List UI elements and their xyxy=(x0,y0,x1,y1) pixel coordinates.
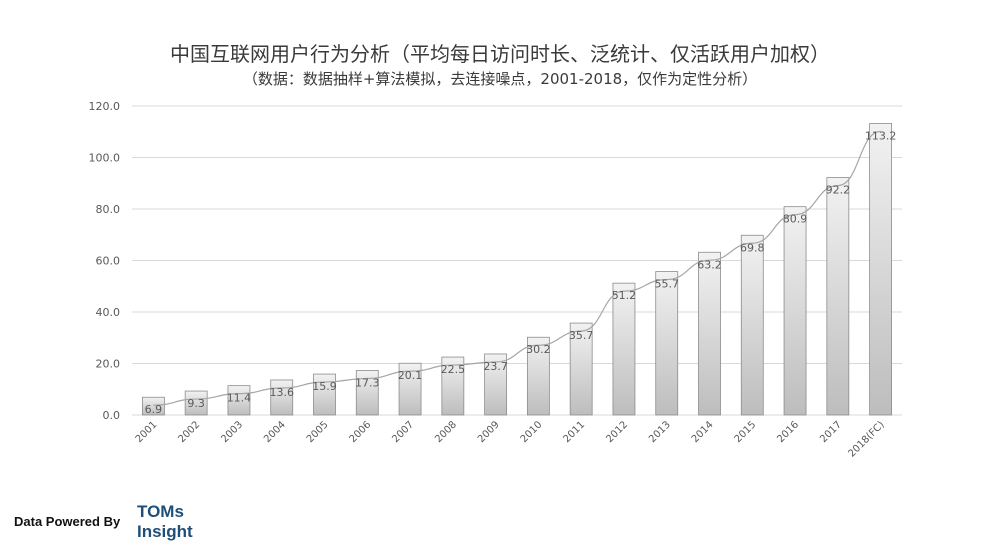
x-tick-label: 2014 xyxy=(690,419,716,445)
x-tick-label: 2006 xyxy=(348,419,374,445)
data-label: 63.2 xyxy=(697,258,722,271)
data-label: 113.2 xyxy=(865,130,897,143)
bar-2017 xyxy=(826,177,850,416)
data-labels: 6.9 9.3 11.4 13.6 15.9 17.3 20.1 22.5 23.7 30.2 35… xyxy=(145,130,897,417)
data-label: 30.2 xyxy=(526,343,551,356)
bar-2009 xyxy=(484,353,508,416)
bar-2002 xyxy=(184,390,208,416)
bar-2012 xyxy=(612,282,636,416)
x-axis-ticks: 2001 2002 2003 2004 2005 2006 2007 2008 2009 2010… xyxy=(134,419,887,459)
data-label: 6.9 xyxy=(145,403,163,416)
bar-2011 xyxy=(569,322,593,416)
data-label: 51.2 xyxy=(612,289,637,302)
data-label: 17.3 xyxy=(355,376,380,389)
y-tick-label: 120.0 xyxy=(89,100,121,113)
data-label: 20.1 xyxy=(398,369,423,382)
trend-line xyxy=(153,130,881,406)
x-tick-label: 2003 xyxy=(219,419,245,445)
chart-title: 中国互联网用户行为分析（平均每日访问时长、泛统计、仅活跃用户加权） xyxy=(170,42,830,66)
y-tick-label: 40.0 xyxy=(96,306,121,319)
y-tick-label: 100.0 xyxy=(89,152,121,165)
grid-lines xyxy=(132,105,902,416)
bar-chart: 0.0 20.0 40.0 60.0 80.0 100.0 120.0 6.9 9.3 11.4… xyxy=(89,100,902,460)
x-tick-label: 2016 xyxy=(775,419,801,445)
bars xyxy=(141,123,893,416)
bar-2014 xyxy=(698,251,721,416)
x-tick-label: 2007 xyxy=(390,419,416,445)
x-tick-label: 2005 xyxy=(305,419,331,445)
data-label: 80.9 xyxy=(783,213,808,226)
data-label: 69.8 xyxy=(740,241,765,254)
y-axis-ticks: 0.0 20.0 40.0 60.0 80.0 100.0 120.0 xyxy=(89,100,121,422)
data-label: 15.9 xyxy=(312,380,337,393)
data-label: 13.6 xyxy=(269,386,294,399)
data-label: 11.4 xyxy=(227,392,252,405)
data-label: 23.7 xyxy=(483,360,508,373)
x-tick-label: 2002 xyxy=(177,419,203,445)
x-tick-label: 2018(FC) xyxy=(846,419,886,459)
x-tick-label: 2008 xyxy=(433,419,459,445)
bar-2008 xyxy=(441,356,465,416)
bar-2013 xyxy=(655,271,679,416)
bar-2018(FC) xyxy=(869,123,893,416)
y-tick-label: 80.0 xyxy=(96,203,121,216)
brand-line-1: TOMs xyxy=(137,502,184,521)
bar-2006 xyxy=(355,370,379,416)
x-tick-label: 2001 xyxy=(134,419,160,445)
bar-2016 xyxy=(783,206,807,416)
bar-2015 xyxy=(740,234,764,416)
data-label: 22.5 xyxy=(441,363,466,376)
x-tick-label: 2010 xyxy=(519,419,545,445)
chart-subtitle: （数据：数据抽样+算法模拟，去连接噪点，2001-2018，仅作为定性分析） xyxy=(242,70,758,88)
data-label: 9.3 xyxy=(187,397,205,410)
bar-2005 xyxy=(313,373,336,416)
bar-2007 xyxy=(398,362,422,416)
x-tick-label: 2009 xyxy=(476,419,502,445)
brand-logo: TOMs Insight xyxy=(137,502,193,542)
y-tick-label: 60.0 xyxy=(96,255,121,268)
x-tick-label: 2012 xyxy=(604,419,630,445)
x-tick-label: 2004 xyxy=(262,419,288,445)
x-tick-label: 2017 xyxy=(818,419,844,445)
x-tick-label: 2011 xyxy=(562,419,588,445)
y-tick-label: 0.0 xyxy=(103,409,121,422)
y-tick-label: 20.0 xyxy=(96,358,121,371)
powered-by-text: Data Powered By xyxy=(14,514,121,529)
brand-line-2: Insight xyxy=(137,522,193,541)
bar-2010 xyxy=(526,336,550,416)
x-tick-label: 2013 xyxy=(647,419,673,445)
data-label: 35.7 xyxy=(569,329,594,342)
data-label: 55.7 xyxy=(654,278,679,291)
data-label: 92.2 xyxy=(826,184,851,197)
bar-2001 xyxy=(141,396,165,416)
trend-line-group xyxy=(153,130,881,406)
x-tick-label: 2015 xyxy=(733,419,759,445)
